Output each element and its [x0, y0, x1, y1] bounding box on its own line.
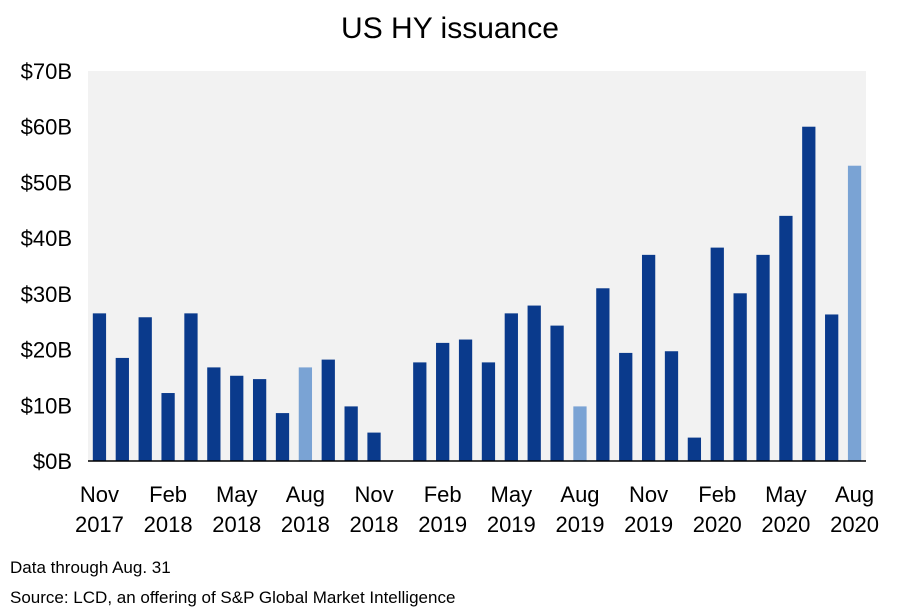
bar-31	[802, 126, 816, 462]
y-tick-label: $10B	[21, 393, 72, 418]
y-tick-label: $30B	[21, 282, 72, 307]
x-tick-label-month: May	[765, 482, 807, 507]
bar-26	[687, 437, 702, 461]
x-tick-label-month: May	[216, 482, 258, 507]
x-tick-label-year: 2020	[830, 512, 879, 537]
x-tick-label-month: May	[491, 482, 533, 507]
bar-12	[367, 432, 381, 461]
y-tick-label: $60B	[21, 115, 72, 140]
bar-2	[138, 317, 152, 461]
x-tick-label-year: 2018	[144, 512, 193, 537]
bar-1	[115, 357, 129, 461]
x-tick-label-year: 2019	[555, 512, 604, 537]
bar-27	[710, 247, 724, 461]
plot-area	[88, 71, 866, 461]
bar-20	[550, 325, 564, 461]
x-tick-label-month: Nov	[354, 482, 393, 507]
bar-7	[252, 379, 267, 461]
x-tick-label-year: 2018	[212, 512, 261, 537]
x-tick-label-month: Nov	[80, 482, 119, 507]
x-tick-label-year: 2018	[281, 512, 330, 537]
x-tick-label-month: Feb	[424, 482, 462, 507]
x-tick-label-month: Aug	[835, 482, 874, 507]
bar-0	[92, 313, 107, 461]
bar-10	[321, 359, 335, 461]
x-tick-label-year: 2019	[418, 512, 467, 537]
bar-33	[847, 165, 862, 461]
y-tick-label: $0B	[33, 449, 72, 474]
bar-32	[825, 314, 839, 461]
y-tick-label: $50B	[21, 170, 72, 195]
x-tick-label-year: 2020	[693, 512, 742, 537]
y-tick-label: $70B	[21, 59, 72, 84]
y-tick-label: $20B	[21, 338, 72, 363]
data-through-note: Data through Aug. 31	[10, 558, 171, 577]
bar-11	[344, 406, 358, 461]
bar-17	[481, 362, 496, 461]
bar-22	[596, 288, 610, 461]
bar-18	[504, 313, 518, 461]
bar-9	[298, 367, 313, 461]
bar-16	[458, 339, 473, 461]
bar-29	[756, 254, 770, 461]
bar-28	[733, 293, 747, 461]
x-tick-label-year: 2018	[350, 512, 399, 537]
bar-8	[275, 413, 290, 461]
bar-21	[573, 406, 587, 461]
bar-14	[413, 362, 427, 461]
x-tick-label-month: Nov	[629, 482, 668, 507]
bar-5	[207, 367, 221, 461]
x-tick-label-year: 2019	[624, 512, 673, 537]
x-tick-label-year: 2017	[75, 512, 124, 537]
bar-30	[779, 215, 793, 461]
x-tick-label-month: Aug	[560, 482, 599, 507]
bar-3	[161, 393, 175, 461]
chart-title: US HY issuance	[341, 12, 559, 45]
x-tick-label-month: Aug	[286, 482, 325, 507]
bar-24	[641, 254, 656, 461]
y-tick-label: $40B	[21, 226, 72, 251]
bar-23	[619, 352, 633, 461]
x-tick-label-year: 2020	[761, 512, 810, 537]
source-note: Source: LCD, an offering of S&P Global M…	[10, 588, 456, 607]
bar-25	[664, 351, 679, 461]
bar-15	[436, 342, 450, 461]
bar-4	[184, 313, 198, 461]
x-tick-label-month: Feb	[149, 482, 187, 507]
x-tick-label-year: 2019	[487, 512, 536, 537]
bar-chart: $0B $10B $20B $30B $40B $50B $60B $70B Nov 2017 Fe…	[21, 59, 879, 537]
x-tick-label-month: Feb	[698, 482, 736, 507]
bar-19	[527, 305, 541, 461]
bar-6	[230, 375, 244, 461]
